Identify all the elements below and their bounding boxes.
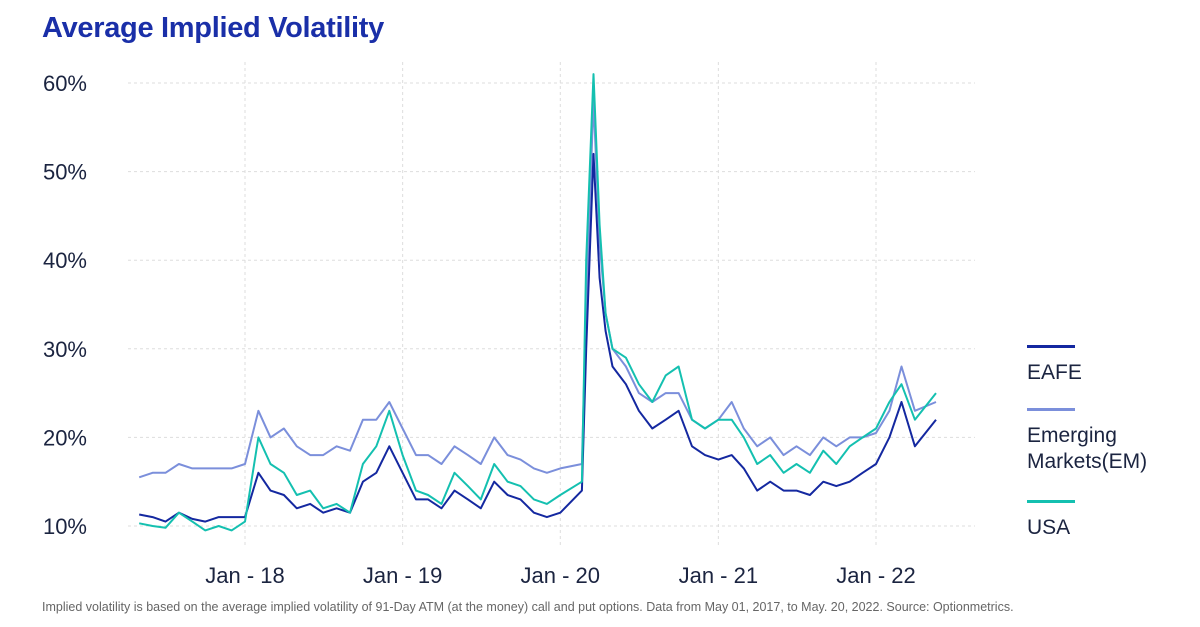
y-tick-label: 10% — [43, 514, 87, 539]
x-tick-label: Jan - 22 — [836, 563, 916, 588]
legend-item-eafe: EAFE — [1027, 345, 1082, 386]
legend-swatch — [1027, 408, 1075, 411]
series-line-usa — [139, 73, 937, 532]
series-line-emerging-markets-em- — [138, 99, 937, 479]
y-tick-label: 60% — [43, 71, 87, 96]
chart-title: Average Implied Volatility — [42, 12, 384, 44]
series-line-eafe — [139, 152, 937, 523]
x-tick-label: Jan - 18 — [205, 563, 285, 588]
legend-label: USA — [1027, 516, 1071, 539]
legend-label: EAFE — [1027, 361, 1082, 384]
legend-swatch — [1027, 500, 1075, 503]
x-tick-label: Jan - 19 — [363, 563, 443, 588]
legend-item-em: Emerging Markets(EM) — [1027, 408, 1167, 475]
x-tick-label: Jan - 21 — [679, 563, 759, 588]
x-tick-label: Jan - 20 — [521, 563, 601, 588]
y-tick-label: 30% — [43, 337, 87, 362]
y-tick-label: 20% — [43, 425, 87, 450]
legend-item-usa: USA — [1027, 500, 1075, 541]
y-tick-label: 50% — [43, 160, 87, 185]
footnote: Implied volatility is based on the avera… — [42, 600, 1014, 614]
legend-swatch — [1027, 345, 1075, 348]
legend-label: Emerging Markets(EM) — [1027, 424, 1148, 473]
y-tick-label: 40% — [43, 248, 87, 273]
